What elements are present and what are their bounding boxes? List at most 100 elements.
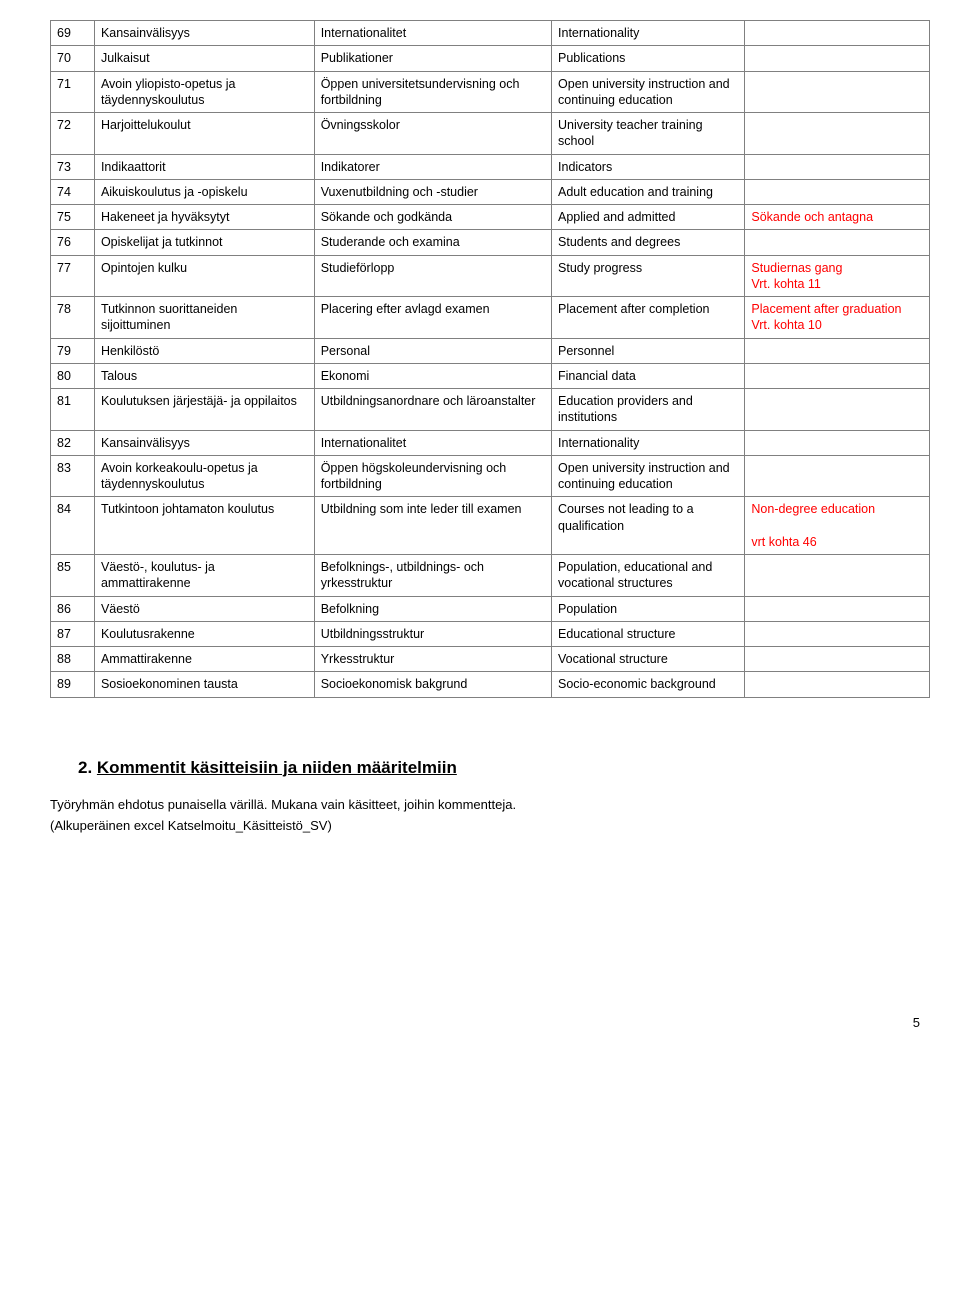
note-cell: [745, 363, 930, 388]
term-sv: Studieförlopp: [314, 255, 551, 297]
row-number: 83: [51, 455, 95, 497]
note-cell: [745, 672, 930, 697]
note-cell: [745, 179, 930, 204]
row-number: 69: [51, 21, 95, 46]
table-row: 83Avoin korkeakoulu-opetus ja täydennysk…: [51, 455, 930, 497]
term-fi: Koulutusrakenne: [94, 621, 314, 646]
row-number: 82: [51, 430, 95, 455]
term-en: Placement after completion: [552, 297, 745, 339]
table-row: 84Tutkintoon johtamaton koulutusUtbildni…: [51, 497, 930, 555]
term-en: Vocational structure: [552, 647, 745, 672]
term-en: Open university instruction and continui…: [552, 71, 745, 113]
term-fi: Hakeneet ja hyväksytyt: [94, 205, 314, 230]
term-en: Educational structure: [552, 621, 745, 646]
note-cell: [745, 230, 930, 255]
note-cell: [745, 21, 930, 46]
note-cell: Studiernas gang Vrt. kohta 11: [745, 255, 930, 297]
term-fi: Väestö-, koulutus- ja ammattirakenne: [94, 555, 314, 597]
table-row: 89Sosioekonominen taustaSocioekonomisk b…: [51, 672, 930, 697]
note-cell: Placement after graduation Vrt. kohta 10: [745, 297, 930, 339]
term-sv: Utbildningsanordnare och läroanstalter: [314, 389, 551, 431]
term-en: Publications: [552, 46, 745, 71]
row-number: 84: [51, 497, 95, 555]
term-sv: Ekonomi: [314, 363, 551, 388]
term-sv: Socioekonomisk bakgrund: [314, 672, 551, 697]
term-en: Indicators: [552, 154, 745, 179]
table-row: 69KansainvälisyysInternationalitetIntern…: [51, 21, 930, 46]
row-number: 87: [51, 621, 95, 646]
table-row: 76Opiskelijat ja tutkinnotStuderande och…: [51, 230, 930, 255]
row-number: 78: [51, 297, 95, 339]
term-sv: Sökande och godkända: [314, 205, 551, 230]
term-en: Open university instruction and continui…: [552, 455, 745, 497]
term-en: Adult education and training: [552, 179, 745, 204]
intro-paragraph-1: Työryhmän ehdotus punaisella värillä. Mu…: [50, 796, 930, 814]
note-cell: [745, 596, 930, 621]
term-en: Internationality: [552, 21, 745, 46]
row-number: 89: [51, 672, 95, 697]
term-fi: Opintojen kulku: [94, 255, 314, 297]
term-en: Population: [552, 596, 745, 621]
term-sv: Placering efter avlagd examen: [314, 297, 551, 339]
term-fi: Väestö: [94, 596, 314, 621]
term-en: Applied and admitted: [552, 205, 745, 230]
term-sv: Öppen högskoleundervisning och fortbildn…: [314, 455, 551, 497]
term-en: Study progress: [552, 255, 745, 297]
term-fi: Ammattirakenne: [94, 647, 314, 672]
term-sv: Utbildning som inte leder till examen: [314, 497, 551, 555]
table-row: 82KansainvälisyysInternationalitetIntern…: [51, 430, 930, 455]
row-number: 86: [51, 596, 95, 621]
row-number: 76: [51, 230, 95, 255]
note-cell: [745, 338, 930, 363]
row-number: 73: [51, 154, 95, 179]
term-fi: Kansainvälisyys: [94, 430, 314, 455]
table-row: 70JulkaisutPublikationerPublications: [51, 46, 930, 71]
term-fi: Tutkintoon johtamaton koulutus: [94, 497, 314, 555]
table-row: 85Väestö-, koulutus- ja ammattirakenneBe…: [51, 555, 930, 597]
heading-number: 2.: [78, 758, 97, 777]
table-row: 72HarjoittelukoulutÖvningsskolorUniversi…: [51, 113, 930, 155]
term-sv: Indikatorer: [314, 154, 551, 179]
term-en: Education providers and institutions: [552, 389, 745, 431]
term-sv: Övningsskolor: [314, 113, 551, 155]
terminology-table: 69KansainvälisyysInternationalitetIntern…: [50, 20, 930, 698]
term-en: Socio-economic background: [552, 672, 745, 697]
table-row: 74Aikuiskoulutus ja -opiskeluVuxenutbild…: [51, 179, 930, 204]
term-sv: Personal: [314, 338, 551, 363]
table-row: 78Tutkinnon suorittaneiden sijoittuminen…: [51, 297, 930, 339]
term-fi: Avoin korkeakoulu-opetus ja täydennyskou…: [94, 455, 314, 497]
note-cell: [745, 555, 930, 597]
term-en: Internationality: [552, 430, 745, 455]
note-cell: [745, 455, 930, 497]
row-number: 81: [51, 389, 95, 431]
note-cell: [745, 113, 930, 155]
row-number: 75: [51, 205, 95, 230]
term-sv: Internationalitet: [314, 430, 551, 455]
term-en: Population, educational and vocational s…: [552, 555, 745, 597]
page-number: 5: [50, 1015, 930, 1030]
table-row: 75Hakeneet ja hyväksytytSökande och godk…: [51, 205, 930, 230]
term-fi: Julkaisut: [94, 46, 314, 71]
row-number: 85: [51, 555, 95, 597]
note-cell: [745, 71, 930, 113]
term-fi: Indikaattorit: [94, 154, 314, 179]
table-row: 88AmmattirakenneYrkesstrukturVocational …: [51, 647, 930, 672]
row-number: 74: [51, 179, 95, 204]
table-row: 71Avoin yliopisto-opetus ja täydennyskou…: [51, 71, 930, 113]
note-cell: [745, 46, 930, 71]
term-fi: Kansainvälisyys: [94, 21, 314, 46]
term-sv: Öppen universitetsundervisning och fortb…: [314, 71, 551, 113]
term-sv: Befolknings-, utbildnings- och yrkesstru…: [314, 555, 551, 597]
note-cell: [745, 621, 930, 646]
term-fi: Tutkinnon suorittaneiden sijoittuminen: [94, 297, 314, 339]
row-number: 77: [51, 255, 95, 297]
row-number: 71: [51, 71, 95, 113]
term-sv: Studerande och examina: [314, 230, 551, 255]
term-en: Courses not leading to a qualification: [552, 497, 745, 555]
section-heading: 2. Kommentit käsitteisiin ja niiden määr…: [78, 758, 930, 778]
note-cell: Non-degree education vrt kohta 46: [745, 497, 930, 555]
row-number: 80: [51, 363, 95, 388]
note-cell: [745, 154, 930, 179]
table-row: 79HenkilöstöPersonalPersonnel: [51, 338, 930, 363]
table-row: 80TalousEkonomiFinancial data: [51, 363, 930, 388]
